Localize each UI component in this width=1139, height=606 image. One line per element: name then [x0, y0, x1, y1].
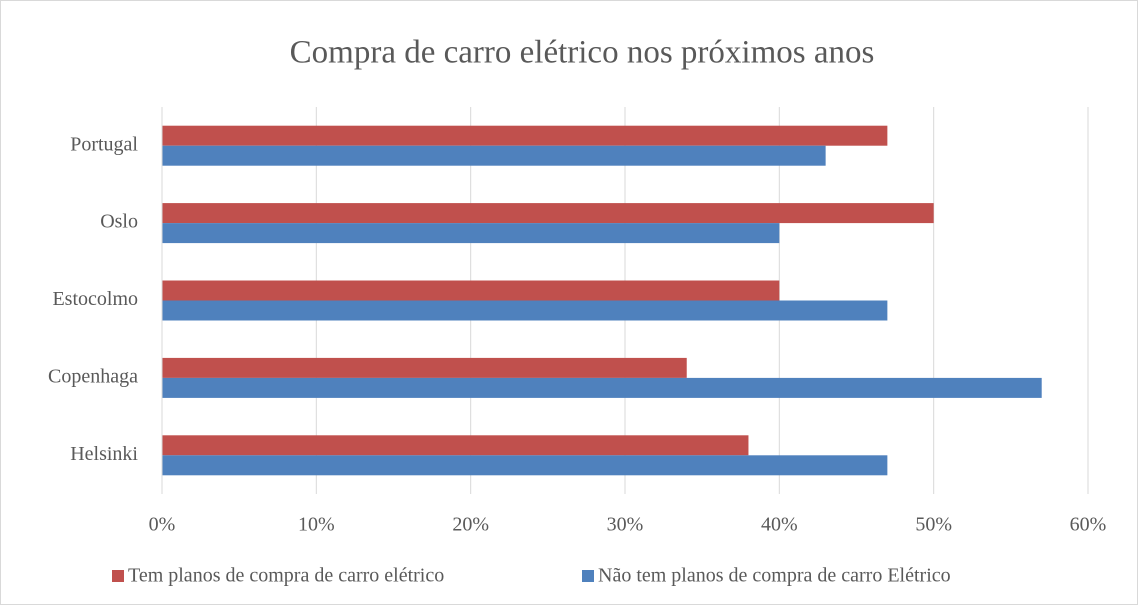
legend-label: Tem planos de compra de carro elétrico [128, 565, 444, 587]
bar [162, 435, 749, 456]
y-tick-label: Estocolmo [52, 288, 138, 310]
bar [162, 455, 888, 476]
bar [162, 377, 1042, 398]
x-tick-label: 50% [915, 514, 952, 536]
x-tick-label: 30% [607, 514, 644, 536]
legend-label: Não tem planos de compra de carro Elétri… [598, 565, 951, 587]
bar [162, 145, 826, 166]
bar [162, 125, 888, 146]
legend-swatch [112, 570, 124, 582]
legend-swatch [582, 570, 594, 582]
bar [162, 280, 780, 301]
x-tick-label: 20% [452, 514, 489, 536]
x-tick-label: 40% [761, 514, 798, 536]
bar [162, 203, 934, 224]
y-tick-label: Helsinki [70, 443, 138, 465]
chart-title: Compra de carro elétrico nos próximos an… [290, 35, 875, 71]
y-tick-label: Copenhaga [48, 365, 138, 387]
bar [162, 300, 888, 321]
y-tick-label: Oslo [100, 211, 138, 233]
x-tick-label: 10% [298, 514, 335, 536]
x-tick-label: 0% [149, 514, 176, 536]
y-tick-label: Portugal [70, 133, 138, 155]
bar [162, 357, 687, 378]
bar [162, 223, 780, 244]
x-tick-label: 60% [1070, 514, 1107, 536]
